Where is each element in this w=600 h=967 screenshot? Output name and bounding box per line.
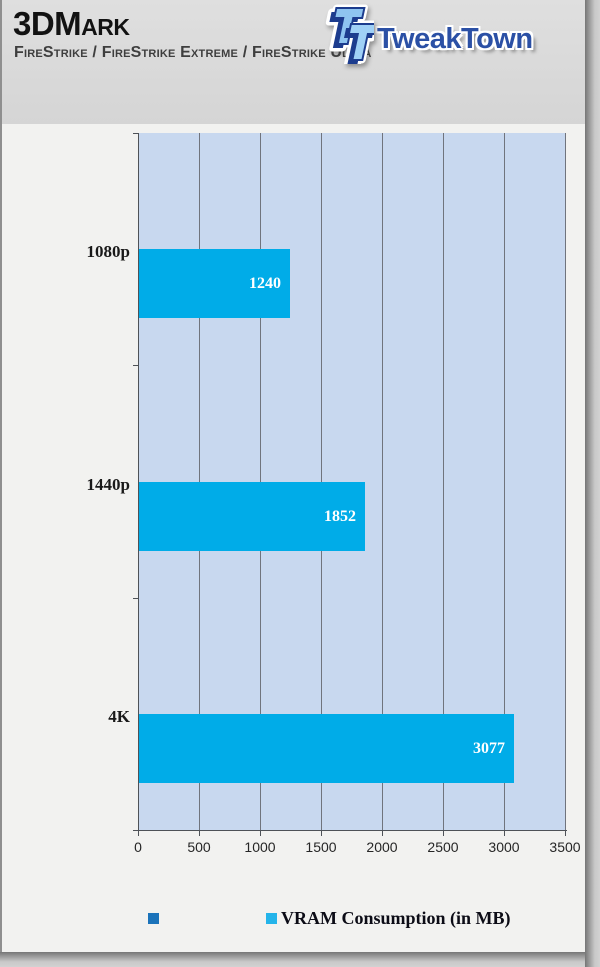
- x-axis-tick: [565, 831, 566, 836]
- bar-1440p: 1852: [139, 482, 365, 551]
- tweaktown-logo-text: TweakTown: [377, 22, 533, 55]
- y-axis-tick: [133, 133, 138, 134]
- x-axis-tick: [443, 831, 444, 836]
- frame-left-edge: [0, 0, 2, 952]
- x-axis-tick: [321, 831, 322, 836]
- x-axis-tick: [260, 831, 261, 836]
- category-label-4k: 4K: [108, 707, 130, 726]
- bar-4k: 3077: [139, 714, 514, 783]
- x-tick-label: 3000: [488, 839, 520, 855]
- x-tick-label: 2500: [427, 839, 459, 855]
- y-axis-line: [138, 133, 139, 830]
- gridline: [382, 133, 383, 830]
- bar-value-label: 3077: [473, 739, 505, 757]
- x-tick-label: 0: [134, 839, 142, 855]
- gridline: [321, 133, 322, 830]
- gridline: [260, 133, 261, 830]
- header-band: 3DMark FireStrike / FireStrike Extreme /…: [2, 0, 585, 124]
- y-axis-tick: [133, 830, 138, 831]
- page-title: 3DMark: [13, 5, 130, 42]
- frame-right-shadow: [585, 0, 600, 967]
- x-axis-tick: [382, 831, 383, 836]
- category-label-1080p: 1080p: [86, 242, 130, 261]
- x-axis-tick: [199, 831, 200, 836]
- x-axis-tick: [138, 831, 139, 836]
- x-axis-line: [138, 830, 567, 831]
- y-axis-tick: [133, 365, 138, 366]
- tweaktown-tt-icon: [325, 4, 374, 64]
- tweaktown-logo: TweakTown: [318, 4, 533, 64]
- x-tick-label: 1500: [305, 839, 337, 855]
- x-tick-label: 3500: [549, 839, 581, 855]
- legend-label: VRAM Consumption (in MB): [281, 908, 511, 928]
- legend-swatch: [266, 913, 277, 924]
- gridline: [199, 133, 200, 830]
- bar-value-label: 1240: [249, 274, 281, 292]
- x-axis-tick: [504, 831, 505, 836]
- gridline: [565, 133, 566, 830]
- frame-bottom-shadow: [0, 952, 585, 967]
- x-tick-label: 1000: [244, 839, 276, 855]
- bar-1080p: 1240: [139, 249, 290, 318]
- y-axis-tick: [133, 598, 138, 599]
- gridline: [443, 133, 444, 830]
- x-tick-label: 500: [187, 839, 211, 855]
- legend-swatch: [148, 913, 159, 924]
- x-tick-label: 2000: [366, 839, 398, 855]
- bar-value-label: 1852: [324, 507, 356, 525]
- gridline: [504, 133, 505, 830]
- category-label-1440p: 1440p: [86, 475, 130, 494]
- page-subtitle: FireStrike / FireStrike Extreme / FireSt…: [14, 44, 372, 61]
